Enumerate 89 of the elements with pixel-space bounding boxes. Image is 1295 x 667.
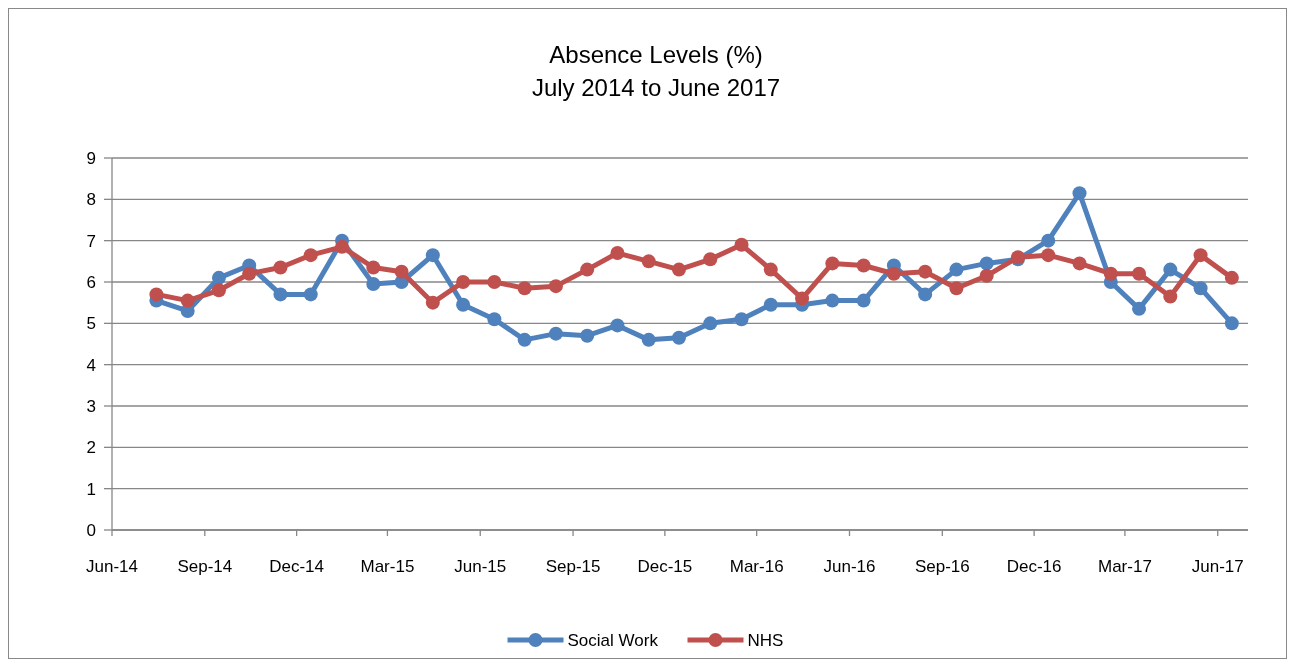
y-tick-label: 8 (86, 190, 96, 210)
point (1072, 186, 1087, 201)
point (671, 262, 686, 277)
point (1224, 316, 1239, 331)
point (949, 281, 964, 296)
y-tick-label: 3 (86, 397, 96, 416)
point (795, 291, 810, 306)
chart-title: Absence Levels (%) (549, 41, 763, 68)
point (211, 270, 226, 285)
point (763, 297, 778, 312)
point (703, 252, 718, 267)
point (734, 237, 749, 252)
point (856, 293, 871, 308)
x-tick-label: Jun-17 (1191, 557, 1244, 576)
x-tick-label: Jun-15 (454, 557, 507, 576)
point (1193, 248, 1208, 263)
y-tick-label: 7 (86, 231, 96, 251)
point (918, 264, 933, 279)
point (580, 328, 595, 343)
x-tick-label: Sep-16 (914, 557, 970, 576)
x-tick-label: Dec-16 (1006, 557, 1062, 576)
point (1163, 289, 1178, 304)
point (548, 279, 563, 294)
point (425, 295, 440, 310)
point (517, 332, 532, 347)
y-tick-label: 0 (86, 521, 96, 540)
y-tick-label: 6 (86, 273, 96, 292)
point (886, 266, 901, 281)
point (1224, 270, 1239, 285)
x-tick-label: Sep-15 (545, 557, 601, 576)
point (1041, 248, 1056, 263)
x-tick-label: Mar-17 (1097, 557, 1152, 576)
point (366, 277, 381, 292)
point (610, 246, 625, 261)
point (641, 254, 656, 269)
point (1132, 266, 1147, 281)
point (856, 258, 871, 273)
x-tick-label: Jun-14 (86, 557, 138, 576)
point (487, 312, 502, 327)
legend-label: Social Work (567, 631, 659, 650)
point (1132, 301, 1147, 316)
point (671, 330, 686, 345)
point (548, 326, 563, 341)
point (394, 264, 409, 279)
point (366, 260, 381, 275)
point (1072, 256, 1087, 271)
y-tick-label: 5 (86, 314, 96, 334)
point (1103, 266, 1118, 281)
point (517, 281, 532, 296)
point (825, 293, 840, 308)
point (303, 248, 318, 263)
point (763, 262, 778, 277)
point (979, 256, 994, 271)
point (425, 248, 440, 263)
point (825, 256, 840, 271)
x-tick-label: Jun-16 (823, 557, 876, 576)
x-tick-label: Mar-16 (729, 557, 784, 576)
point (180, 293, 195, 308)
point (335, 239, 350, 254)
x-tick-label: Dec-15 (637, 557, 693, 576)
point (273, 260, 288, 275)
point (734, 312, 749, 327)
chart-subtitle: July 2014 to June 2017 (531, 74, 781, 101)
point (456, 275, 471, 289)
point (1163, 262, 1178, 277)
point (580, 262, 595, 277)
x-tick-label: Dec-14 (269, 557, 325, 576)
point (703, 316, 718, 331)
point (456, 297, 471, 312)
legend-label: NHS (747, 631, 784, 650)
point (242, 266, 257, 281)
point (918, 287, 933, 302)
x-tick-label: Mar-15 (360, 557, 415, 576)
point (211, 283, 226, 298)
point (1193, 281, 1208, 296)
y-tick-label: 4 (86, 355, 96, 375)
y-tick-label: 2 (86, 438, 96, 458)
point (610, 318, 625, 333)
point (979, 268, 994, 283)
y-tick-label: 1 (86, 479, 96, 499)
x-tick-label: Sep-14 (177, 557, 233, 576)
point (487, 275, 502, 289)
point (1041, 233, 1056, 248)
point (273, 287, 288, 302)
point (949, 262, 964, 277)
y-tick-label: 9 (86, 149, 96, 168)
point (641, 332, 656, 347)
point (303, 287, 318, 302)
point (149, 287, 164, 302)
